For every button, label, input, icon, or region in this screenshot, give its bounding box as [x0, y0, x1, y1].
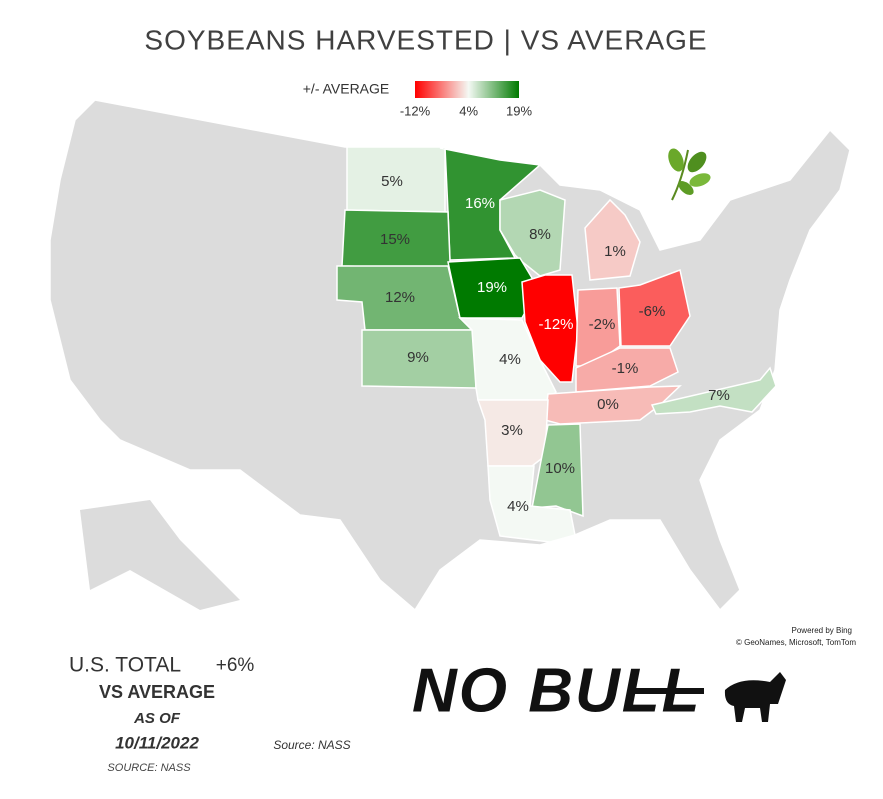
region-label: 3%	[501, 422, 523, 439]
regions: 5% 16% 15% 8% 1% 12% 19% -12% -2% -6% 9% 4% -1% 0% 7% 3…	[336, 146, 777, 543]
summary-subtitle: VS AVERAGE	[99, 682, 215, 702]
region	[618, 268, 691, 347]
summary-date: 10/11/2022	[115, 733, 199, 752]
region-label: 0%	[597, 396, 619, 413]
region-label: 16%	[465, 195, 495, 212]
region-label: 8%	[529, 226, 551, 243]
region-label: 7%	[708, 387, 730, 404]
region-label: 9%	[407, 349, 429, 366]
region-label: 10%	[545, 460, 575, 477]
region-label: 1%	[604, 243, 626, 260]
legend-gradient	[415, 81, 519, 98]
region	[584, 198, 641, 281]
legend-label: 19%	[506, 103, 532, 118]
attribution: © GeoNames, Microsoft, TomTom	[736, 638, 856, 647]
attribution: Powered by Bing	[792, 626, 852, 635]
summary-source: SOURCE: NASS	[107, 762, 191, 774]
region	[439, 146, 542, 261]
region-label: -1%	[612, 360, 639, 377]
region-label: 15%	[380, 231, 410, 248]
logo: NO BULL	[412, 656, 786, 725]
region-label: 4%	[507, 498, 529, 515]
legend-title: +/- AVERAGE	[303, 81, 390, 97]
region	[531, 423, 584, 518]
logo-dash	[632, 688, 704, 694]
summary-label: U.S. TOTAL	[69, 654, 181, 677]
summary-value: +6%	[216, 655, 255, 676]
region-label: -2%	[589, 316, 616, 333]
region-label: 4%	[499, 351, 521, 368]
alaska-hawaii	[80, 500, 240, 610]
region-label: -12%	[538, 316, 573, 333]
region-label: 19%	[477, 279, 507, 296]
legend-label: -12%	[400, 103, 431, 118]
summary-as-of: AS OF	[133, 710, 181, 727]
region	[650, 366, 777, 415]
title: SOYBEANS HARVESTED | VS AVERAGE	[144, 24, 707, 55]
region	[521, 274, 579, 383]
leaves-icon	[668, 148, 711, 201]
legend-label: 4%	[459, 103, 478, 118]
region-label: 5%	[381, 173, 403, 190]
region-label: -6%	[639, 303, 666, 320]
region	[487, 465, 576, 543]
source: Source: NASS	[273, 738, 350, 752]
region-label: 12%	[385, 289, 415, 306]
bull-icon	[724, 672, 786, 722]
